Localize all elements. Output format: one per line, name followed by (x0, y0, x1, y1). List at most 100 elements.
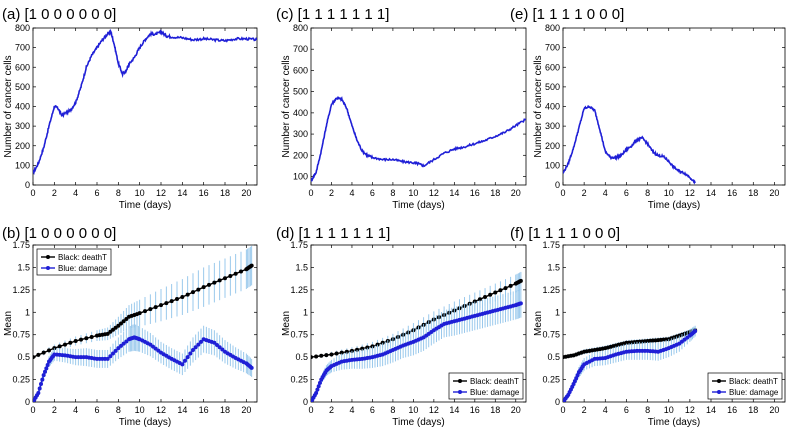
x-tick-label: 18 (748, 188, 758, 198)
data-point (488, 292, 493, 297)
x-tick-label: 2 (582, 405, 587, 415)
y-tick-label: 700 (293, 44, 308, 54)
x-tick-label: 12 (685, 188, 695, 198)
data-point (324, 353, 329, 358)
y-tick-label: 1.5 (295, 262, 308, 272)
x-axis-label: Time (days) (392, 200, 444, 211)
y-axis-label: Number of cancer cells (281, 55, 292, 157)
plot-area (311, 271, 523, 402)
y-tick-label: 300 (293, 129, 308, 139)
data-point (143, 309, 147, 314)
x-tick-label: 14 (706, 188, 716, 198)
y-tick-label: 1.75 (290, 240, 308, 250)
y-tick-label: 0.25 (12, 375, 30, 385)
series-line (563, 105, 696, 185)
data-point (518, 278, 523, 283)
legend-entry: Black: deathT (729, 377, 778, 386)
x-tick-label: 10 (135, 188, 145, 198)
data-point (37, 386, 42, 391)
data-point (45, 362, 50, 367)
y-tick-label: 400 (545, 102, 560, 112)
data-point (212, 340, 217, 345)
data-point (217, 345, 222, 350)
panel-label: (f) [1 1 1 1 0 0 0] (510, 225, 620, 242)
legend-entry: Blue: damage (470, 388, 520, 397)
y-tick-label: 0.75 (290, 330, 308, 340)
legend: Black: deathT Blue: damage (36, 248, 112, 276)
y-tick-label: 500 (15, 82, 30, 92)
data-point (119, 343, 123, 348)
y-tick-label: 1.25 (290, 285, 308, 295)
x-tick-label: 20 (241, 405, 251, 415)
series-line (33, 28, 257, 176)
panel-label: (b) [1 0 0 0 0 0 0] (2, 225, 116, 242)
x-axis-label: Time (days) (648, 200, 700, 211)
x-tick-label: 4 (73, 188, 78, 198)
plot-area (311, 96, 526, 182)
legend-entry: Blue: damage (58, 264, 108, 273)
x-axis-label: Time (days) (648, 417, 700, 428)
x-tick-label: 4 (603, 188, 608, 198)
x-tick-label: 12 (156, 188, 166, 198)
y-tick-label: 300 (15, 121, 30, 131)
y-tick-label: 1.75 (542, 240, 560, 250)
data-point (317, 380, 322, 385)
y-tick-label: 1 (555, 307, 560, 317)
data-point (334, 351, 339, 356)
data-point (63, 342, 67, 347)
x-tick-label: 10 (664, 188, 674, 198)
data-point (314, 354, 319, 359)
panel-5: (f) [1 1 1 1 0 0 0] 0 2 4 6 8 10 12 14 16 18 20 0 0.2… (510, 225, 786, 428)
y-tick-label: 0.5 (17, 352, 30, 362)
legend-entry: Black: deathT (58, 253, 107, 262)
data-point (57, 344, 62, 349)
data-point (36, 391, 41, 396)
legend-marker (458, 390, 462, 394)
data-point (47, 348, 51, 353)
data-point (212, 280, 217, 285)
panel-label: (d) [1 1 1 1 1 1 1] (276, 225, 390, 242)
data-point (316, 384, 321, 389)
data-point (124, 339, 129, 344)
plot-area (563, 105, 696, 185)
data-point (196, 287, 201, 292)
x-tick-label: 18 (220, 405, 230, 415)
y-tick-label: 700 (15, 43, 30, 53)
axes-box (310, 244, 527, 403)
data-point (153, 305, 158, 310)
x-tick-label: 4 (603, 405, 608, 415)
x-tick-label: 8 (390, 188, 395, 198)
y-tick-label: 0.5 (547, 352, 560, 362)
x-tick-label: 0 (560, 405, 565, 415)
data-point (43, 369, 47, 374)
data-point (89, 334, 94, 339)
x-tick-label: 12 (429, 405, 439, 415)
x-tick-label: 6 (624, 405, 629, 415)
data-point (121, 319, 126, 324)
series-line (311, 96, 526, 182)
plot-area (33, 28, 257, 176)
x-tick-label: 10 (664, 405, 674, 415)
y-axis-label: Number of cancer cells (3, 55, 14, 157)
y-tick-label: 1.75 (12, 240, 30, 250)
y-axis-label: Mean (533, 311, 544, 336)
data-point (116, 346, 121, 351)
x-tick-label: 14 (449, 405, 459, 415)
x-tick-label: 18 (490, 188, 500, 198)
panel-2: (e) [1 1 1 1 0 0 0]0 2 4 6 8 10 12 14 16 18 200100… (510, 6, 786, 211)
data-point (44, 366, 49, 371)
x-tick-label: 8 (116, 405, 121, 415)
data-point (68, 340, 73, 345)
panel-0: (a) [1 0 0 0 0 0 0]0 2 4 6 8 10 12 14 16 18 200100… (2, 6, 258, 211)
legend-marker (717, 390, 721, 394)
y-tick-label: 400 (293, 108, 308, 118)
y-tick-label: 800 (545, 23, 560, 33)
data-point (217, 278, 222, 283)
x-tick-label: 6 (370, 405, 375, 415)
data-point (124, 317, 129, 322)
y-tick-label: 0 (25, 180, 30, 190)
data-point (121, 341, 126, 346)
data-point (355, 347, 360, 352)
data-point (223, 276, 227, 281)
